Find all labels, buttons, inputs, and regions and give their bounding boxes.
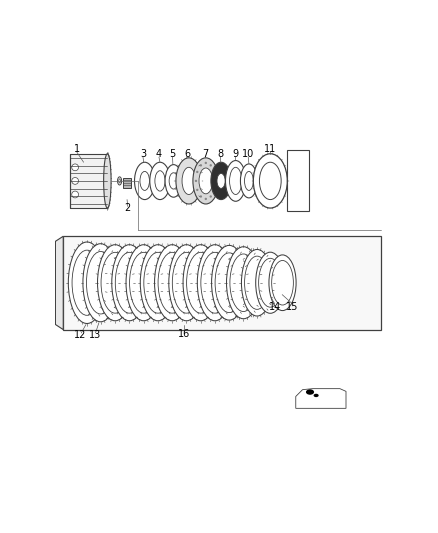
Ellipse shape: [215, 253, 244, 313]
Text: 4: 4: [156, 149, 162, 159]
Polygon shape: [63, 236, 381, 329]
Ellipse shape: [269, 255, 296, 311]
Ellipse shape: [176, 158, 202, 204]
Text: 14: 14: [268, 302, 281, 311]
Circle shape: [72, 164, 78, 171]
Ellipse shape: [101, 252, 129, 313]
Text: 13: 13: [88, 330, 101, 341]
Polygon shape: [56, 236, 63, 329]
Circle shape: [213, 189, 215, 191]
Text: 15: 15: [286, 302, 299, 311]
Ellipse shape: [244, 256, 269, 309]
Text: 3: 3: [140, 149, 146, 159]
Text: 7: 7: [202, 149, 208, 159]
Ellipse shape: [253, 154, 287, 208]
Text: 2: 2: [124, 203, 131, 213]
Ellipse shape: [187, 252, 215, 313]
Ellipse shape: [119, 179, 120, 183]
Circle shape: [196, 171, 198, 173]
Polygon shape: [296, 389, 346, 408]
FancyBboxPatch shape: [70, 154, 107, 208]
Ellipse shape: [98, 245, 133, 321]
Circle shape: [200, 195, 202, 198]
Ellipse shape: [199, 168, 212, 194]
Ellipse shape: [68, 242, 106, 324]
Ellipse shape: [86, 252, 115, 314]
Ellipse shape: [201, 252, 229, 313]
Circle shape: [72, 177, 78, 184]
Ellipse shape: [165, 165, 182, 197]
Ellipse shape: [150, 162, 170, 199]
Text: 10: 10: [242, 149, 254, 159]
Ellipse shape: [193, 158, 219, 204]
Ellipse shape: [230, 254, 257, 311]
Ellipse shape: [256, 252, 285, 313]
Ellipse shape: [182, 167, 196, 195]
Text: 5: 5: [170, 149, 176, 159]
Ellipse shape: [241, 249, 273, 316]
Text: 16: 16: [178, 329, 190, 338]
Ellipse shape: [130, 252, 158, 313]
Circle shape: [213, 171, 215, 173]
Ellipse shape: [169, 173, 178, 189]
Circle shape: [200, 164, 202, 166]
Circle shape: [72, 191, 78, 198]
Text: 12: 12: [74, 330, 86, 341]
Ellipse shape: [212, 245, 247, 320]
Circle shape: [196, 189, 198, 191]
Ellipse shape: [197, 245, 233, 321]
Ellipse shape: [306, 389, 314, 395]
FancyBboxPatch shape: [286, 150, 309, 212]
Ellipse shape: [72, 250, 102, 316]
Circle shape: [205, 198, 207, 200]
Text: 8: 8: [217, 149, 223, 159]
Text: 11: 11: [264, 144, 276, 154]
FancyBboxPatch shape: [123, 177, 131, 188]
Ellipse shape: [217, 173, 225, 188]
Ellipse shape: [244, 172, 253, 190]
Ellipse shape: [183, 245, 219, 321]
Ellipse shape: [155, 245, 190, 321]
Ellipse shape: [112, 245, 147, 321]
Ellipse shape: [172, 252, 201, 313]
Ellipse shape: [155, 171, 165, 191]
Ellipse shape: [115, 252, 144, 313]
Circle shape: [209, 195, 212, 198]
Ellipse shape: [314, 394, 319, 397]
Ellipse shape: [226, 247, 261, 319]
Ellipse shape: [240, 164, 258, 198]
Ellipse shape: [126, 245, 161, 321]
Ellipse shape: [140, 245, 176, 321]
Ellipse shape: [230, 167, 242, 195]
Ellipse shape: [144, 252, 172, 313]
Circle shape: [209, 164, 212, 166]
Ellipse shape: [169, 245, 204, 321]
Ellipse shape: [258, 259, 282, 307]
Circle shape: [215, 180, 217, 182]
Text: 1: 1: [74, 144, 80, 154]
Ellipse shape: [272, 261, 293, 305]
Ellipse shape: [104, 154, 111, 208]
Ellipse shape: [158, 252, 186, 313]
Ellipse shape: [226, 160, 246, 201]
Circle shape: [195, 180, 197, 182]
Text: 9: 9: [232, 149, 238, 159]
Text: 6: 6: [185, 149, 191, 159]
Ellipse shape: [259, 162, 281, 199]
Ellipse shape: [117, 177, 122, 185]
Ellipse shape: [140, 172, 149, 190]
Ellipse shape: [83, 244, 118, 322]
Ellipse shape: [134, 162, 155, 199]
Ellipse shape: [211, 162, 231, 199]
Circle shape: [205, 161, 207, 164]
